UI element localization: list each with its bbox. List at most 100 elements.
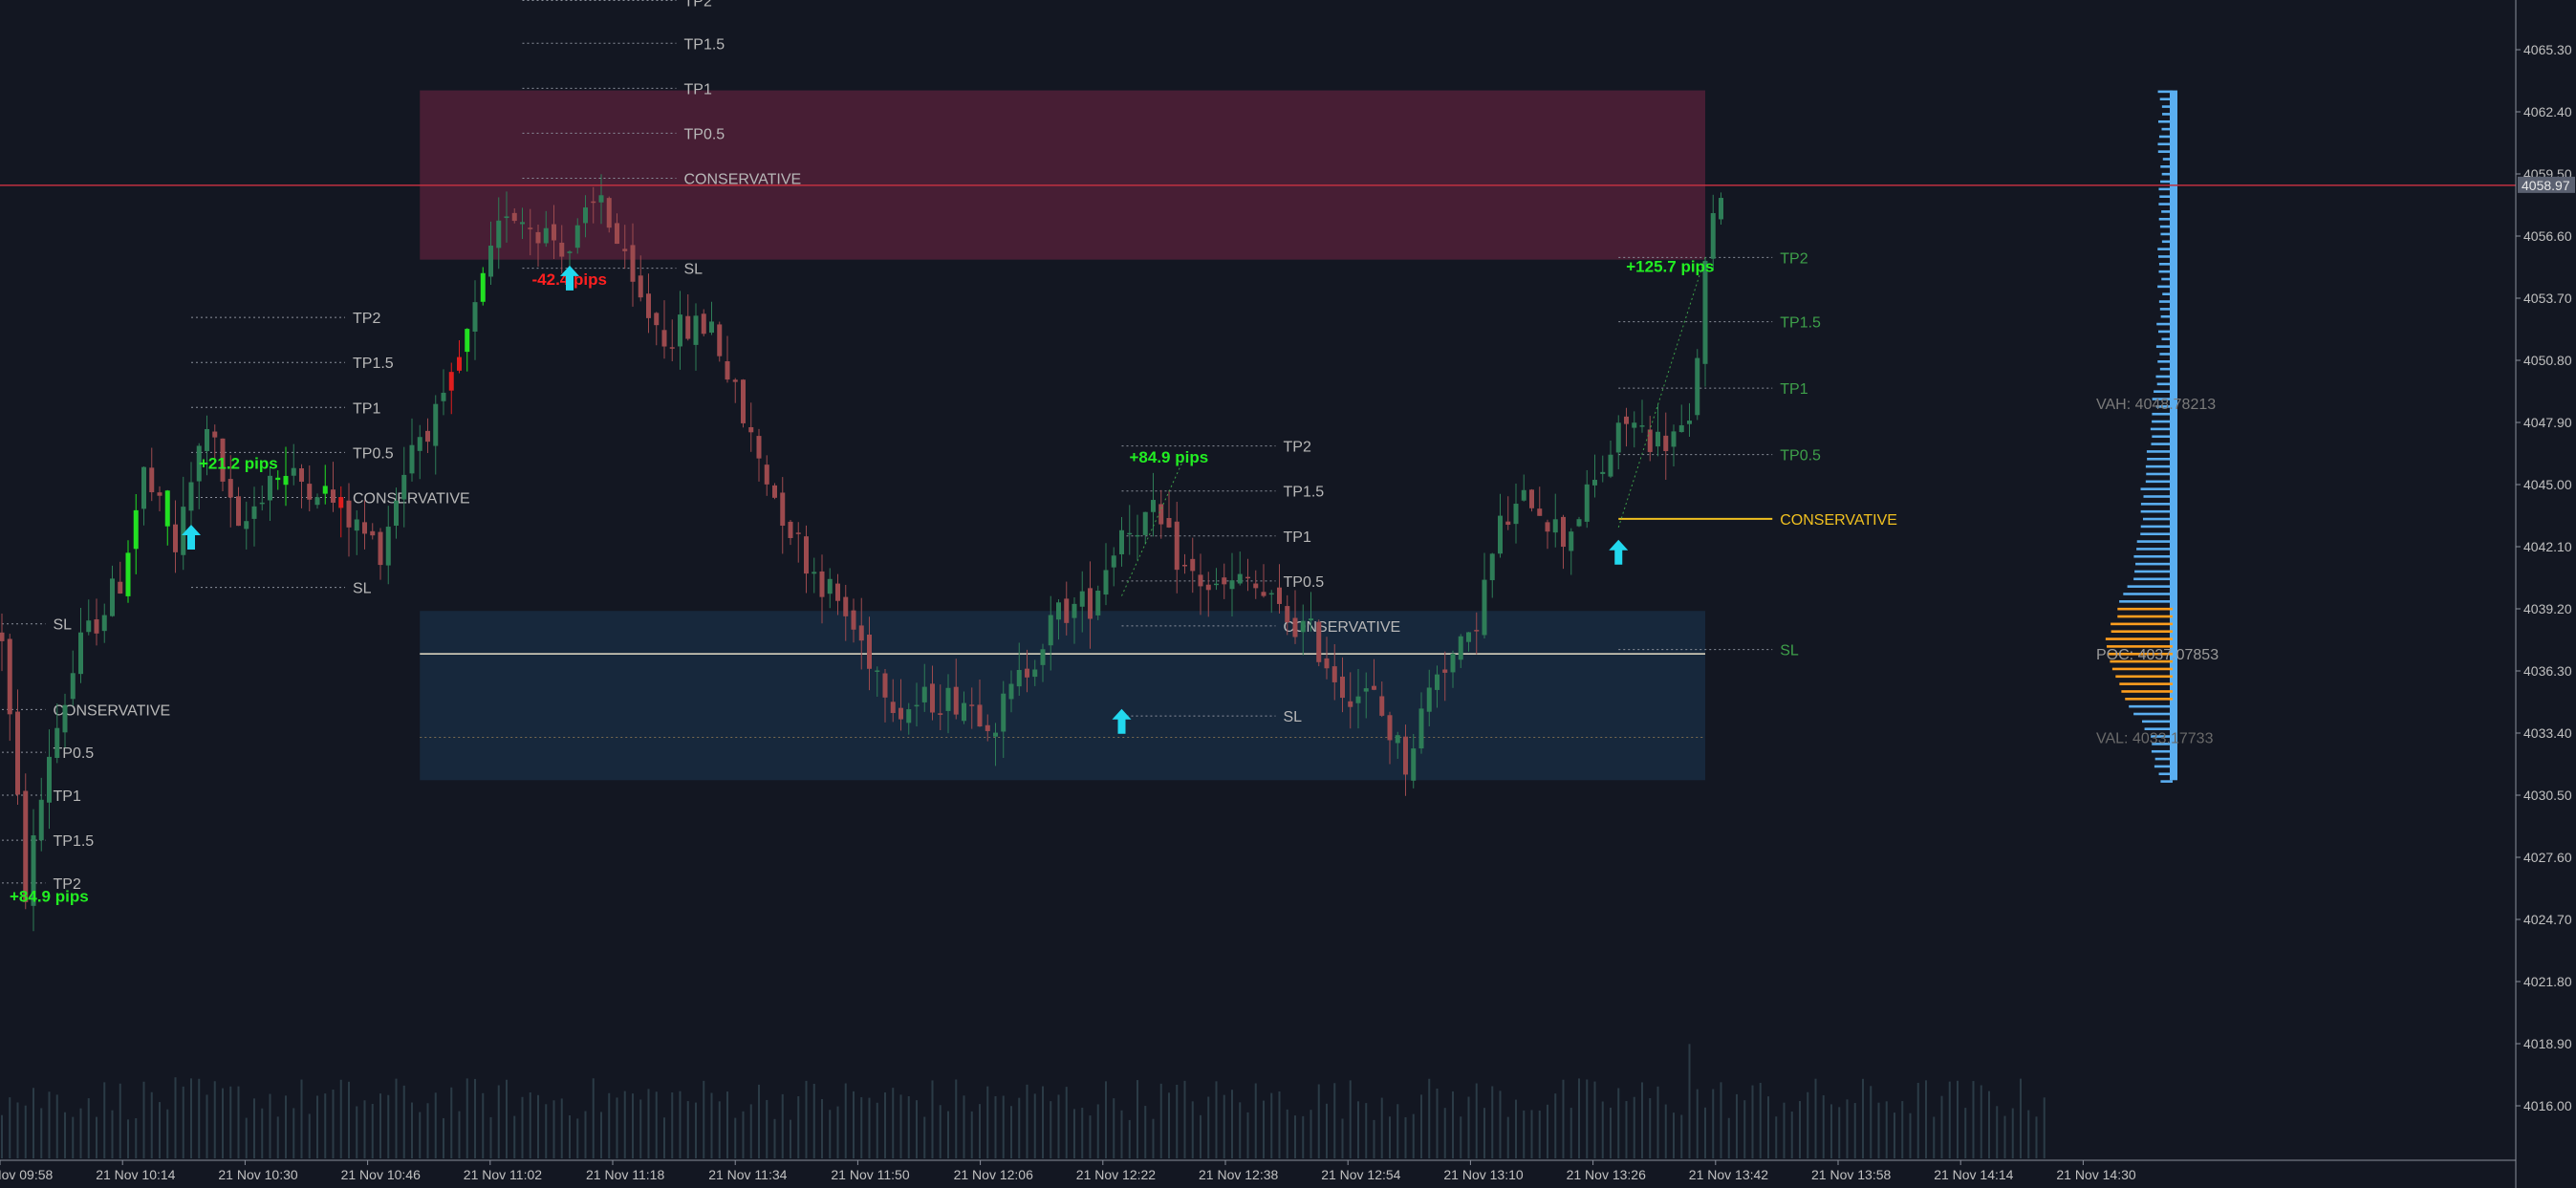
candle-body (985, 724, 990, 731)
profile-bin (2151, 735, 2173, 738)
candle-body (930, 683, 935, 713)
candle-body (173, 524, 178, 552)
candle-body (1205, 584, 1211, 591)
candle-body (701, 313, 706, 335)
profile-bin (2160, 180, 2173, 184)
candle-body (1639, 425, 1645, 427)
level-label: TP0.5 (684, 126, 725, 142)
candle-body (1671, 431, 1677, 447)
candle-body (1466, 632, 1471, 642)
candle-body (47, 756, 52, 803)
candle-body (1687, 421, 1692, 424)
candle-body (70, 673, 76, 700)
level-label: TP2 (1780, 250, 1808, 267)
profile-bin (2155, 375, 2173, 378)
level-label: TP2 (353, 311, 380, 327)
profile-bin (2119, 682, 2173, 685)
pips-result: +21.2 pips (199, 455, 278, 473)
candle-body (1309, 618, 1313, 621)
candle-body (346, 500, 352, 528)
profile-bin (2140, 503, 2173, 506)
profile-bin (2140, 525, 2173, 529)
profile-spine (2170, 90, 2177, 781)
candle-body (1222, 577, 1227, 585)
candle-body (890, 702, 896, 714)
profile-bin (2129, 704, 2173, 708)
candle-body (86, 620, 92, 633)
profile-bin (2155, 405, 2173, 408)
candle-body (591, 201, 596, 204)
candle-body (1229, 580, 1235, 590)
candle-body (1158, 504, 1164, 525)
candle-body (977, 704, 983, 727)
profile-bin (2152, 412, 2173, 416)
candle-body (693, 315, 699, 345)
price-axis[interactable]: 4065.304062.404059.504056.604053.704050.… (2515, 0, 2575, 1188)
candle-body (1529, 489, 1534, 508)
candle-body (417, 437, 422, 451)
candle-body (1505, 521, 1511, 526)
candle-body (1111, 555, 1116, 568)
candle-body (622, 248, 628, 251)
candle-body (1482, 579, 1487, 636)
candle-body (921, 686, 927, 702)
volume-histogram (1, 1044, 2046, 1158)
candle-body (1064, 598, 1070, 623)
profile-bin (2127, 585, 2173, 588)
profile-bin (2160, 314, 2173, 318)
candle-body (1379, 696, 1385, 716)
profile-bin (2115, 675, 2173, 679)
candle-body (181, 507, 186, 555)
price-tick-label: 4033.40 (2523, 725, 2572, 741)
candle-body (1418, 708, 1424, 749)
candle-body (1678, 424, 1684, 433)
candle-body (543, 227, 549, 244)
profile-bin (2160, 780, 2173, 783)
level-label: TP1 (684, 81, 712, 97)
candle-body (54, 727, 60, 758)
candle-body (299, 468, 304, 483)
profile-bin (2157, 150, 2173, 153)
level-label: TP2 (684, 0, 712, 10)
candle-body (1695, 357, 1700, 416)
candle-body (1135, 534, 1140, 537)
candle-body (1316, 621, 1322, 662)
time-tick-label: 21 Nov 13:26 (1567, 1167, 1646, 1182)
price-tick-label: 4016.00 (2523, 1098, 2572, 1113)
candle-body (448, 372, 454, 391)
candle-body (1600, 471, 1606, 474)
level-label: SL (353, 581, 372, 597)
candle-body (1552, 519, 1558, 533)
candle-body (457, 356, 462, 371)
up-arrow-icon (182, 525, 201, 551)
candle-body (772, 485, 777, 498)
level-label: TP0.5 (1284, 574, 1325, 591)
profile-bin (2159, 308, 2173, 311)
candle-body (149, 467, 155, 493)
profile-bin (2154, 765, 2173, 768)
price-tick-label: 4062.40 (2523, 104, 2572, 119)
level-label: CONSERVATIVE (353, 490, 470, 507)
profile-bin (2161, 210, 2173, 213)
profile-bin (2161, 337, 2173, 341)
candle-body (583, 207, 588, 224)
profile-bin (2145, 464, 2173, 468)
candle-body (906, 709, 912, 724)
profile-bin (2157, 255, 2173, 258)
profile-bin (2159, 225, 2173, 228)
candle-body (141, 466, 146, 509)
profile-bin (2105, 637, 2173, 640)
time-tick-label: 21 Nov 12:06 (954, 1167, 1033, 1182)
candle-body (1411, 748, 1417, 781)
candle-body (370, 530, 376, 536)
time-tick-label: 21 Nov 14:14 (1934, 1167, 2013, 1182)
candle-body (1016, 670, 1022, 687)
profile-bin (2158, 217, 2173, 221)
time-tick-label: 21 Nov 11:02 (464, 1167, 542, 1182)
profile-bin (2152, 420, 2173, 423)
candle-body (425, 430, 430, 443)
candle-body (678, 314, 682, 347)
trend-line (1121, 456, 1185, 596)
time-axis[interactable]: 21 Nov 09:58 21 Nov 10:14 21 Nov 10:30 21 N… (0, 1159, 2516, 1182)
